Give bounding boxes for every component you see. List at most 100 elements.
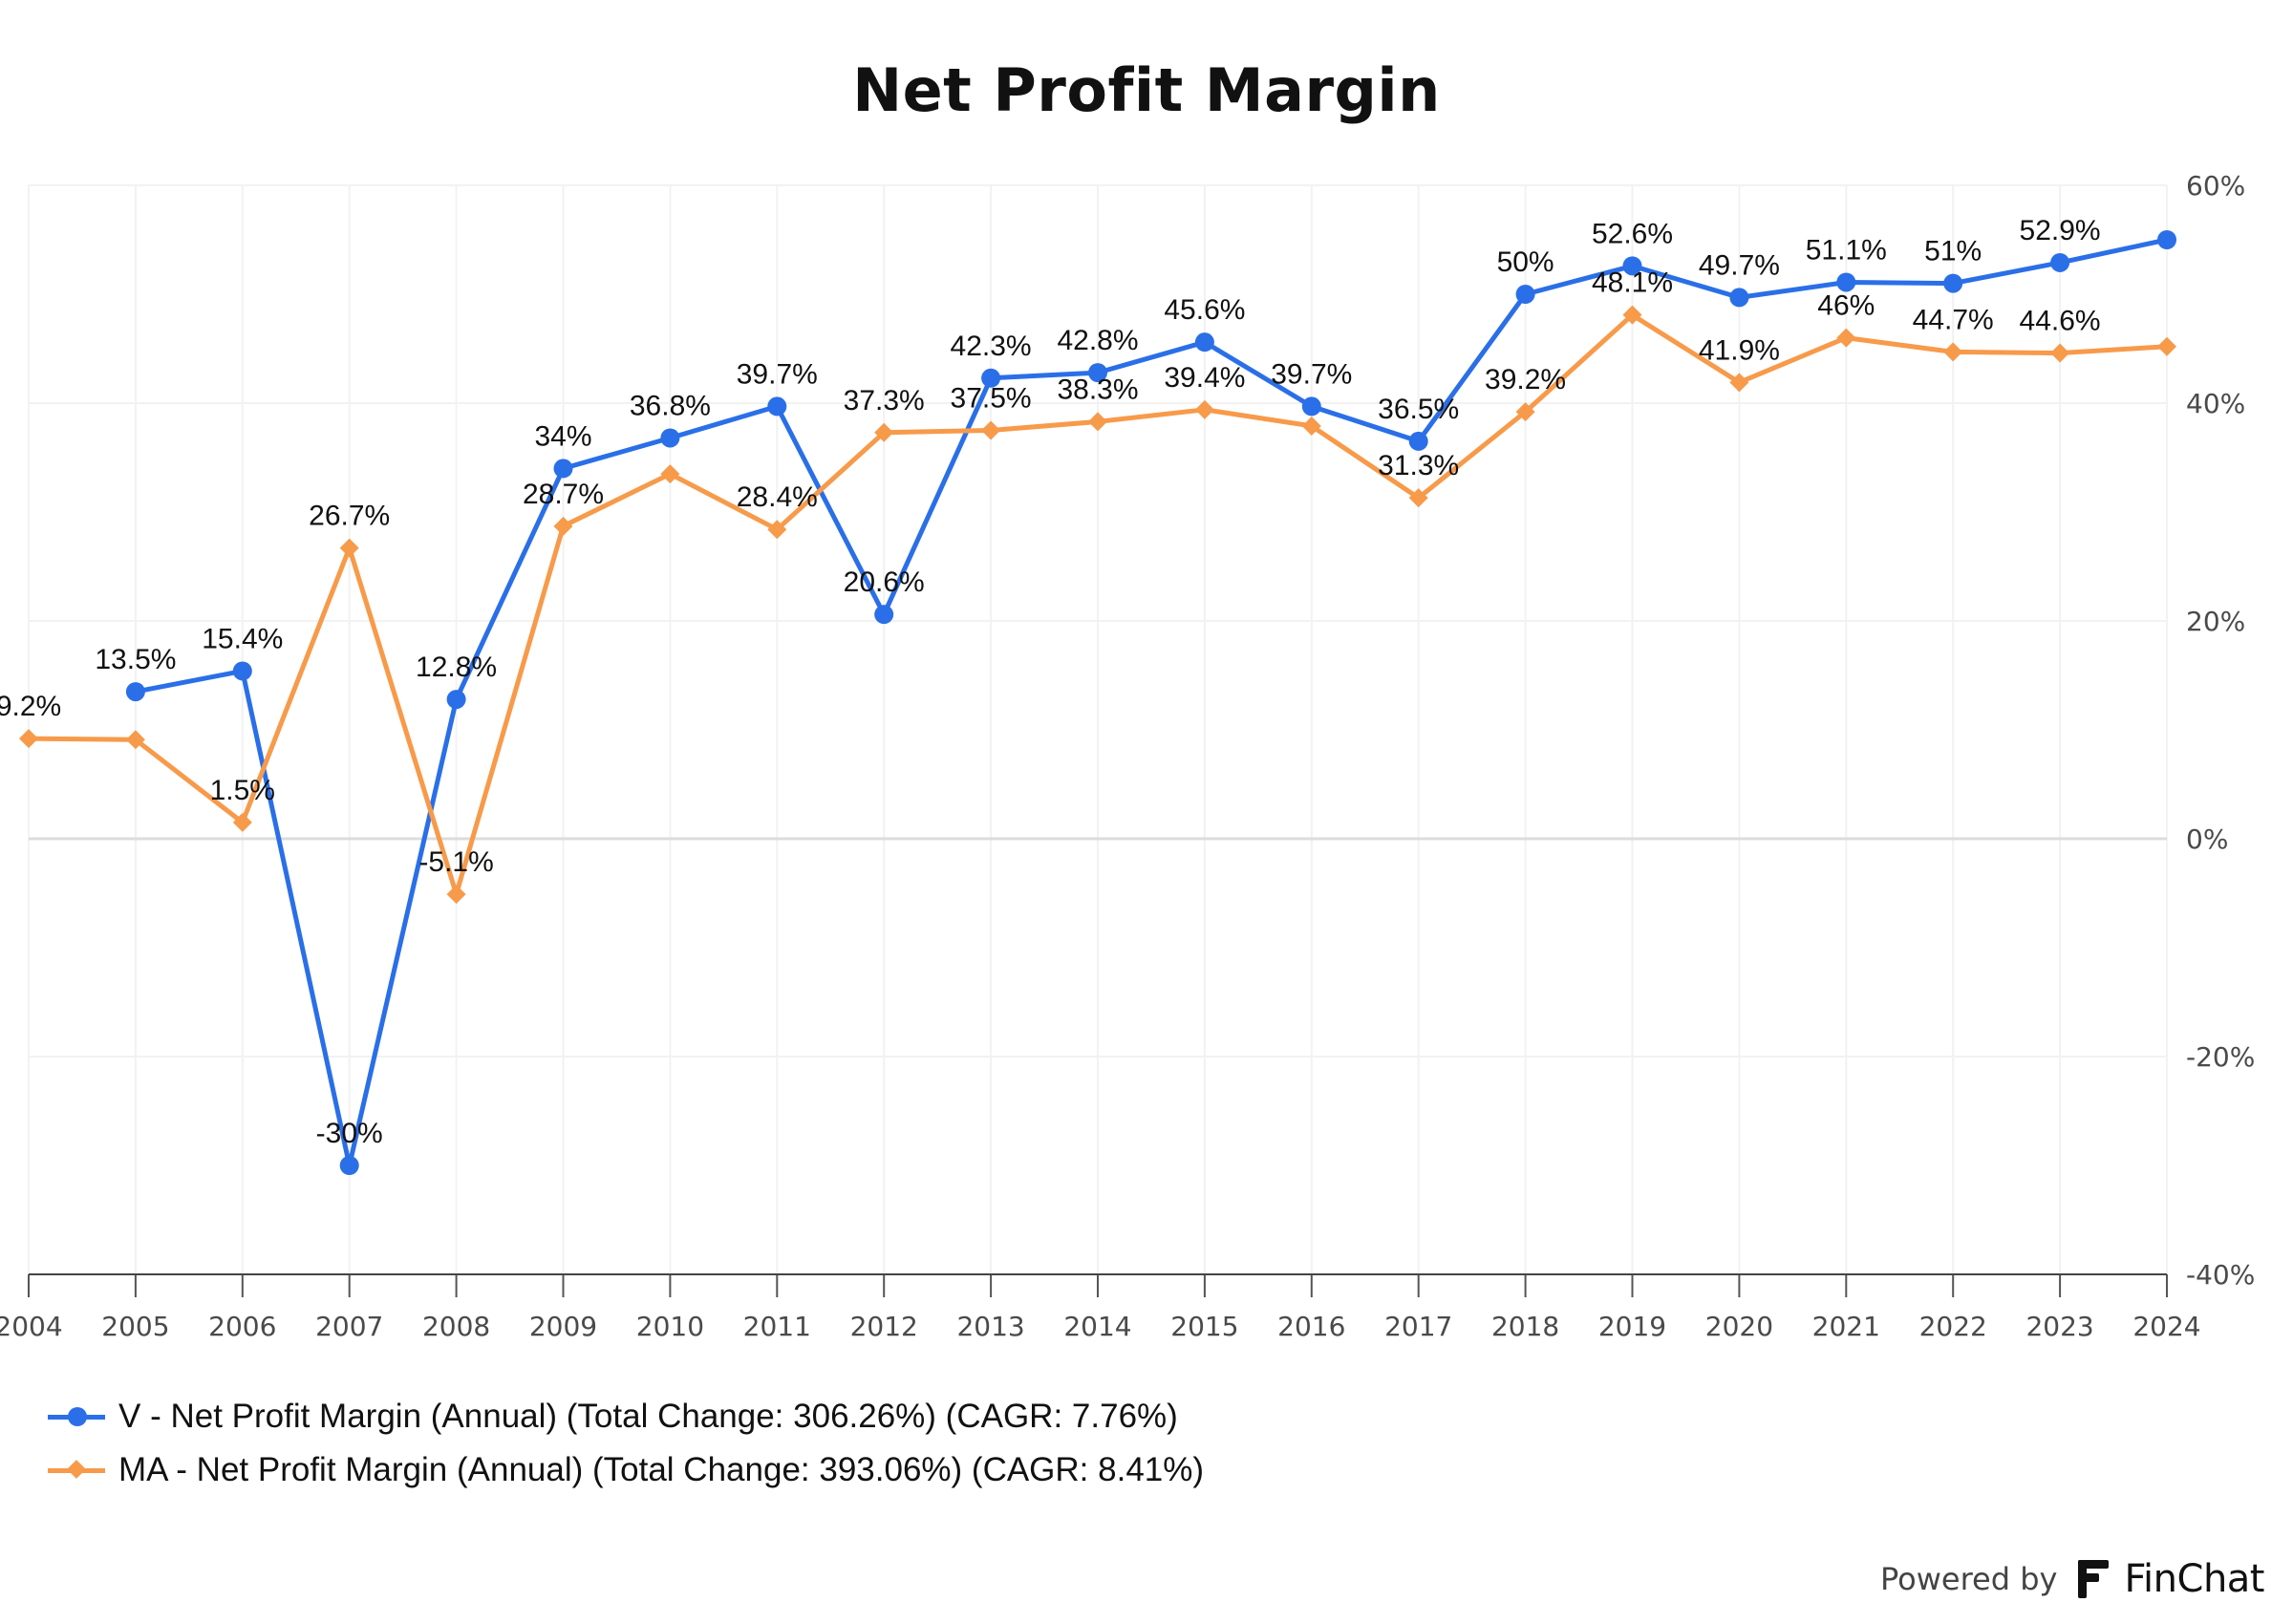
data-label-MA: 1.5%	[210, 775, 275, 806]
data-point-MA	[2157, 336, 2176, 356]
data-point-MA	[660, 464, 680, 484]
series-layer	[19, 230, 2176, 1175]
chart-title: Net Profit Margin	[852, 55, 1441, 125]
gridlines	[28, 184, 2168, 1275]
powered-by-text: Powered by	[1879, 1561, 2058, 1597]
data-label-V: 42.8%	[1057, 325, 1138, 356]
data-label-V: 50%	[1497, 246, 1554, 278]
y-tick-label: 0%	[2186, 823, 2228, 855]
data-point-V	[232, 661, 252, 681]
data-point-MA	[446, 885, 466, 905]
finchat-logo-icon	[2078, 1560, 2110, 1598]
x-tick-label: 2008	[422, 1311, 490, 1342]
y-tick-label: 60%	[2186, 170, 2245, 202]
x-tick-label: 2015	[1170, 1311, 1238, 1342]
data-label-V: 20.6%	[844, 566, 925, 598]
data-point-MA	[1194, 399, 1214, 419]
x-tick-label: 2021	[1812, 1311, 1880, 1342]
data-label-MA: 28.4%	[737, 481, 818, 513]
data-point-V	[1408, 431, 1428, 451]
data-label-V: 15.4%	[202, 623, 283, 654]
data-point-V	[1943, 273, 1963, 293]
data-label-MA: 9.2%	[0, 691, 61, 722]
legend-swatch-v	[48, 1407, 105, 1426]
x-tick-label: 2024	[2132, 1311, 2200, 1342]
data-label-MA: 44.7%	[1913, 304, 1994, 335]
x-tick-label: 2009	[529, 1311, 597, 1342]
legend-item-ma[interactable]: MA - Net Profit Margin (Annual) (Total C…	[48, 1443, 1204, 1497]
data-point-V	[981, 368, 1001, 388]
data-label-V: 45.6%	[1164, 294, 1245, 326]
data-label-MA: 39.2%	[1485, 364, 1566, 395]
data-point-MA	[553, 516, 573, 536]
x-tick-label: 2019	[1598, 1311, 1666, 1342]
data-point-V	[1194, 332, 1214, 353]
x-tick-label: 2010	[636, 1311, 704, 1342]
data-point-MA	[1836, 328, 1856, 348]
y-tick-label: 40%	[2186, 388, 2245, 419]
data-point-V	[1515, 285, 1535, 304]
data-point-V	[2050, 252, 2070, 272]
data-point-MA	[1943, 342, 1963, 362]
data-point-MA	[874, 422, 894, 442]
data-label-V: 39.7%	[1271, 358, 1352, 390]
x-tick-label: 2007	[315, 1311, 383, 1342]
x-tick-label: 2014	[1063, 1311, 1131, 1342]
y-tick-label: 20%	[2186, 606, 2245, 637]
data-label-V: 34%	[534, 420, 591, 452]
data-point-V	[660, 428, 680, 448]
data-point-MA	[125, 730, 145, 750]
data-point-V	[874, 605, 894, 625]
data-label-V: 13.5%	[95, 644, 176, 675]
footer-branding: Powered by FinChat	[1879, 1557, 2265, 1601]
data-point-MA	[339, 538, 359, 558]
x-axis: 2004 2005 2006 2007 2008 2009 2010 2011 2012 2013…	[0, 1273, 2201, 1342]
x-tick-label: 2020	[1705, 1311, 1773, 1342]
data-label-V: 51.1%	[1806, 234, 1887, 266]
data-point-MA	[1729, 373, 1749, 393]
data-point-MA	[1622, 305, 1642, 325]
data-point-V	[1301, 396, 1321, 417]
data-point-MA	[1301, 416, 1321, 436]
data-label-MA: 37.5%	[951, 383, 1032, 415]
data-point-V	[1088, 363, 1107, 383]
series-V	[125, 230, 2176, 1175]
series-MA	[19, 305, 2176, 905]
data-point-V	[553, 459, 573, 479]
data-label-layer: 13.5% 15.4% -30% 12.8% 34% 36.8% 39.7% 20.6% 42.…	[0, 215, 2101, 1149]
y-tick-label: -40%	[2186, 1259, 2255, 1291]
data-label-V: 36.8%	[630, 390, 711, 421]
x-tick-label: 2017	[1384, 1311, 1452, 1342]
x-tick-label: 2011	[743, 1311, 811, 1342]
legend-item-v[interactable]: V - Net Profit Margin (Annual) (Total Ch…	[48, 1390, 1204, 1443]
x-tick-label: 2006	[208, 1311, 276, 1342]
data-label-V: 51%	[1924, 236, 1982, 267]
data-point-V	[125, 682, 145, 702]
x-tick-label: 2005	[101, 1311, 169, 1342]
y-axis: 60% 40% 20% 0% -20% -40%	[2186, 170, 2255, 1291]
data-point-MA	[1088, 412, 1107, 432]
data-label-MA: 39.4%	[1164, 362, 1245, 394]
data-label-MA: 37.3%	[844, 385, 925, 417]
data-label-V: 52.9%	[2020, 215, 2101, 246]
y-tick-label: -20%	[2186, 1041, 2255, 1073]
data-label-V: 52.6%	[1592, 218, 1673, 249]
data-label-V: 39.7%	[737, 358, 818, 390]
data-point-V	[1622, 256, 1642, 276]
x-tick-label: 2012	[850, 1311, 918, 1342]
data-label-V: 49.7%	[1699, 249, 1780, 281]
data-point-MA	[767, 520, 787, 540]
data-label-MA: 41.9%	[1699, 334, 1780, 366]
data-point-MA	[981, 420, 1001, 440]
x-tick-label: 2022	[1919, 1311, 1987, 1342]
line-chart: 2004 2005 2006 2007 2008 2009 2010 2011 2012 2013…	[0, 170, 2255, 1342]
data-label-MA: 28.7%	[523, 479, 604, 510]
data-label-V: 12.8%	[416, 652, 497, 683]
data-point-MA	[19, 729, 38, 749]
legend: V - Net Profit Margin (Annual) (Total Ch…	[48, 1390, 1204, 1497]
brand-name: FinChat	[2124, 1557, 2264, 1601]
data-point-V	[1729, 288, 1749, 308]
data-label-MA: 31.3%	[1378, 450, 1459, 481]
data-label-MA: -5.1%	[418, 846, 493, 878]
x-tick-label: 2013	[956, 1311, 1024, 1342]
